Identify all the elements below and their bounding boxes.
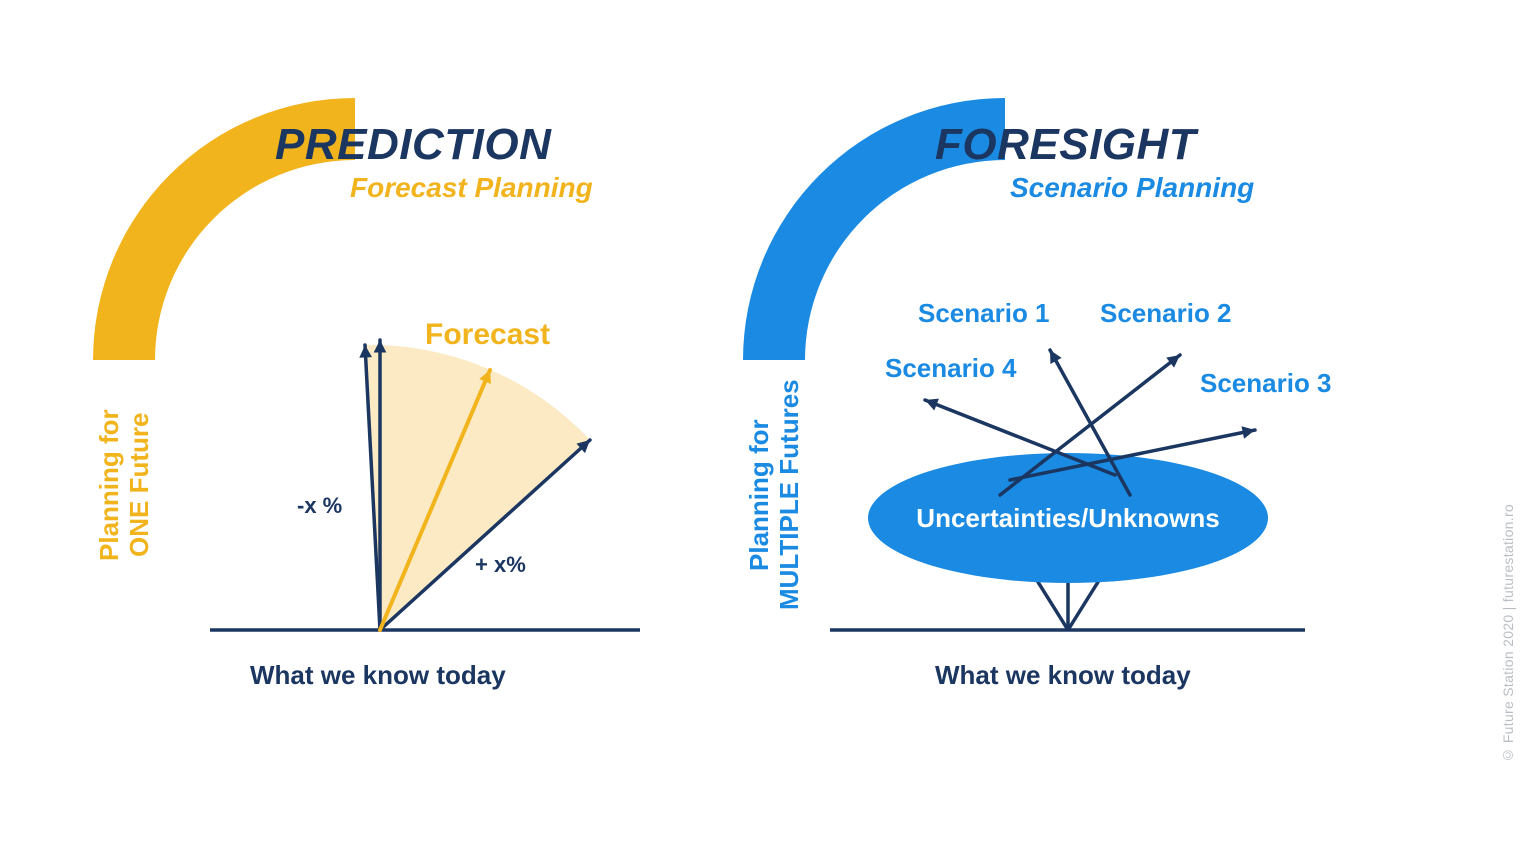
scenario-1-label: Scenario 1 <box>918 298 1050 329</box>
copyright-credit: © Future Station 2020 | futurestation.ro <box>1500 504 1516 764</box>
infographic-stage: PREDICTION Forecast Planning Planning fo… <box>0 0 1536 864</box>
svg-text:Uncertainties/Unknowns: Uncertainties/Unknowns <box>916 503 1219 533</box>
scenario-3-label: Scenario 3 <box>1200 368 1332 399</box>
foresight-axis-caption: What we know today <box>935 660 1191 691</box>
scenario-2-label: Scenario 2 <box>1100 298 1232 329</box>
scenario-4-label: Scenario 4 <box>885 353 1017 384</box>
